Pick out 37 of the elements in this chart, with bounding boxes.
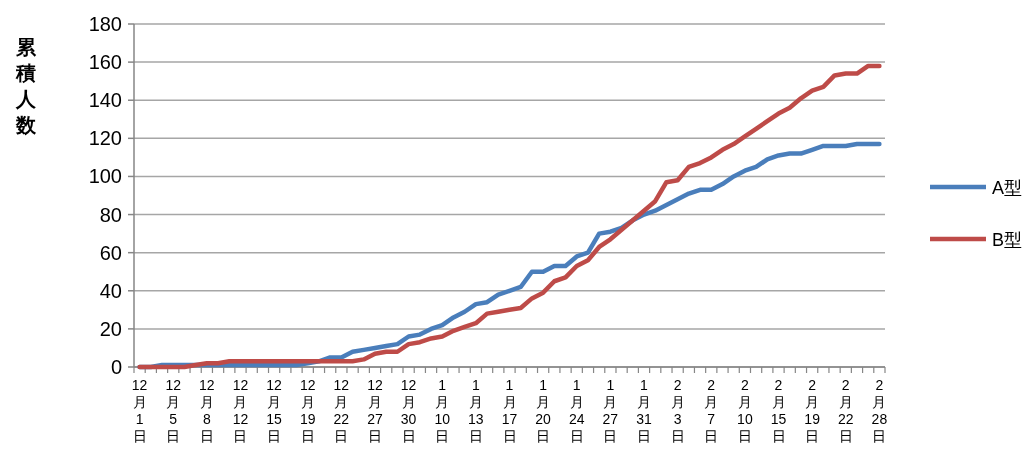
y-axis-title: 累積人数 [15,36,37,136]
y-tick-label: 140 [88,89,122,112]
x-tick-label: 12月5日 [165,377,182,444]
x-tick-label: 12月30日 [400,377,417,444]
x-tick-label: 1月27日 [602,377,619,444]
y-tick-label: 180 [88,13,122,35]
x-tick-label: 12月15日 [266,377,283,444]
y-tick-label: 120 [88,127,122,150]
x-tick-label: 2月28日 [871,377,888,444]
x-tick-label: 2月15日 [770,377,787,444]
x-tick-label: 12月8日 [199,377,215,444]
x-tick-label: 1月17日 [501,377,518,444]
x-tick-label: 2月19日 [804,377,821,444]
x-tick-label: 1月31日 [636,377,652,444]
y-tick-label: 0 [110,356,122,378]
x-tick-label: 1月20日 [535,377,552,444]
legend-label: A型 [992,178,1023,198]
x-tick-label: 12月27日 [367,377,383,444]
x-tick-label: 2月10日 [737,377,753,444]
x-tick-label: 1月24日 [568,377,585,444]
y-tick-label: 80 [99,203,122,226]
x-tick-label: 1月10日 [434,377,451,444]
x-tick-label: 12月22日 [333,377,350,444]
y-tick-label: 40 [99,279,122,302]
y-tick-label: 100 [88,165,122,188]
legend-label: B型 [992,230,1023,250]
x-tick-label: 2月22日 [837,377,854,444]
y-tick-label: 60 [99,241,122,264]
x-tick-label: 12月19日 [299,377,316,444]
line-series [137,63,882,370]
y-tick-label: 160 [88,51,122,74]
x-tick-label: 2月7日 [704,377,719,444]
x-tick-label: 12月1日 [131,377,148,444]
y-tick-label: 20 [99,317,122,340]
x-tick-label: 2月3日 [670,377,685,444]
x-tick-label: 12月12日 [232,377,249,444]
x-tick-label: 1月13日 [468,377,484,444]
